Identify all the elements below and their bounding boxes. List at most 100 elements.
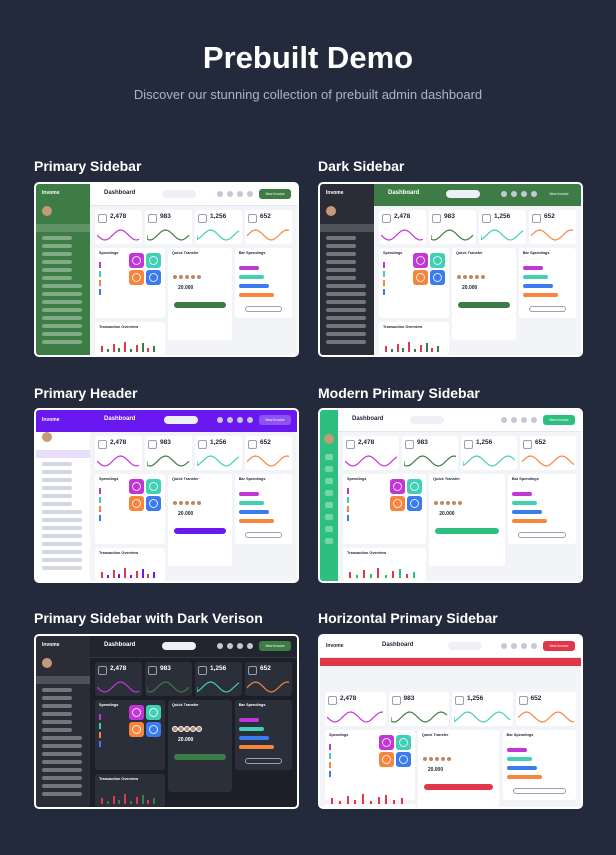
- stat-icon: [382, 214, 391, 223]
- stat-icon: [464, 440, 473, 449]
- sidebar-item-active: [36, 224, 90, 232]
- new-invoice-button[interactable]: New Invoice: [543, 189, 575, 199]
- contact-avatar: [421, 756, 428, 762]
- view-more-button: [528, 306, 566, 312]
- bar-spendings-label: Bar Spendings: [238, 477, 266, 481]
- contact-avatar: [427, 756, 434, 762]
- demo-preview-modern-primary-sidebar[interactable]: Dashboard New Invoice 2,478 983 1,256 652 Spen…: [318, 408, 583, 583]
- new-invoice-button[interactable]: New Invoice: [259, 641, 291, 651]
- demo-preview-primary-sidebar-dark[interactable]: Invome Dashboard New Invoice 2,478 983 1,256 6…: [34, 634, 299, 809]
- spending-tile: [395, 735, 411, 750]
- new-invoice-button[interactable]: New Invoice: [543, 641, 575, 651]
- avatar: [42, 206, 52, 216]
- stat-card: 652: [515, 692, 576, 726]
- sidebar-item: [325, 454, 333, 460]
- sidebar-item: [326, 260, 356, 264]
- stat-icon: [432, 214, 441, 223]
- notification-icon: [521, 417, 527, 423]
- stat-icon: [148, 214, 157, 223]
- overview-bar: [338, 801, 341, 804]
- sidebar-brand: Invome: [42, 190, 60, 196]
- spendings-label: Spendings: [347, 477, 367, 481]
- sidebar-item: [326, 292, 366, 296]
- sidebar-item: [42, 268, 72, 272]
- bar-spending-bar: [506, 775, 542, 779]
- transaction-overview-label: Transaction Overview: [347, 551, 387, 555]
- contact-avatar: [178, 726, 185, 732]
- stat-sparkline: [247, 229, 290, 241]
- stat-value: 1,256: [476, 439, 493, 446]
- overview-bar: [135, 345, 138, 352]
- spendings-label: Spendings: [99, 251, 119, 255]
- stat-card: 983: [145, 436, 192, 470]
- new-invoice-button[interactable]: New Invoice: [259, 189, 291, 199]
- spending-legend-marker: [99, 497, 101, 503]
- top-bar: Dashboard New Invoice: [338, 410, 581, 432]
- demo-title-primary-header: Primary Header: [34, 385, 138, 401]
- search-input: [162, 642, 196, 650]
- stat-icon: [455, 696, 464, 705]
- transfer-amount: 20.000: [178, 737, 194, 743]
- quick-transfer-label: Quick Transfer: [421, 733, 449, 737]
- notification-icon: [531, 417, 537, 423]
- contact-avatar: [190, 274, 197, 280]
- overview-bar: [405, 574, 408, 578]
- stat-value: 1,256: [494, 213, 511, 220]
- spending-tile: [378, 735, 394, 750]
- contact-avatar: [184, 726, 191, 732]
- spending-tile: [129, 722, 145, 737]
- bar-spending-bar: [506, 766, 537, 770]
- demo-preview-horizontal-primary-sidebar[interactable]: Dashboard Invome New Invoice 2,478 983 1,256 6…: [318, 634, 583, 809]
- sidebar: Invome: [36, 410, 90, 581]
- stat-icon: [482, 214, 491, 223]
- quick-transfer-label: Quick Transfer: [172, 703, 199, 707]
- overview-bar: [402, 348, 405, 352]
- quick-transfer-panel: Quick Transfer 20.000: [168, 700, 232, 792]
- new-invoice-button[interactable]: New Invoice: [543, 415, 575, 425]
- sidebar-item: [326, 252, 356, 256]
- spending-tile: [146, 270, 162, 285]
- stat-icon: [98, 666, 107, 675]
- spending-tile: [146, 722, 162, 737]
- sidebar: Invome: [320, 184, 374, 355]
- overview-bar: [370, 574, 373, 578]
- contact-avatar: [172, 726, 179, 732]
- demo-preview-dark-sidebar[interactable]: Invome Dashboard New Invoice 2,478 983 1,256 6…: [318, 182, 583, 357]
- stat-sparkline: [97, 681, 140, 693]
- overview-bar: [130, 801, 133, 804]
- quick-transfer-label: Quick Transfer: [172, 477, 199, 481]
- stat-sparkline: [327, 711, 383, 723]
- bar-spending-bar: [238, 510, 269, 514]
- sidebar-item: [325, 466, 333, 472]
- stat-value: 983: [417, 439, 428, 446]
- stat-value: 1,256: [210, 665, 227, 672]
- hero-title: Prebuilt Demo: [202, 40, 414, 75]
- bar-spendings-label: Bar Spendings: [238, 703, 266, 707]
- stat-sparkline: [345, 455, 397, 467]
- stat-card: 1,256: [452, 692, 513, 726]
- bar-spending-bar: [522, 266, 543, 270]
- stat-card: 1,256: [195, 662, 242, 696]
- sidebar: Invome: [36, 184, 90, 355]
- spending-legend-marker: [99, 741, 101, 747]
- stat-card: 2,478: [379, 210, 426, 244]
- spending-legend-marker: [329, 753, 331, 759]
- stat-value: 652: [544, 213, 555, 220]
- sidebar-item: [42, 776, 82, 780]
- hero-subtitle: Discover our stunning collection of preb…: [133, 87, 483, 102]
- demo-preview-primary-sidebar[interactable]: Invome Dashboard New Invoice 2,478 983 1,256 6…: [34, 182, 299, 357]
- new-invoice-button[interactable]: New Invoice: [259, 415, 291, 425]
- overview-bar: [153, 572, 156, 578]
- stat-sparkline: [454, 711, 511, 723]
- overview-bar: [147, 800, 150, 804]
- sidebar-brand: Invome: [326, 190, 344, 196]
- overview-bar: [377, 797, 380, 804]
- contact-avatar: [172, 500, 179, 506]
- contact-avatar: [190, 726, 197, 732]
- contact-avatar: [196, 274, 203, 280]
- top-bar: Dashboard New Invoice: [90, 636, 297, 658]
- bar-spendings-panel: Bar Spendings: [518, 248, 576, 318]
- transaction-overview-panel: Transaction Overview: [343, 548, 427, 581]
- notification-icon: [501, 191, 507, 197]
